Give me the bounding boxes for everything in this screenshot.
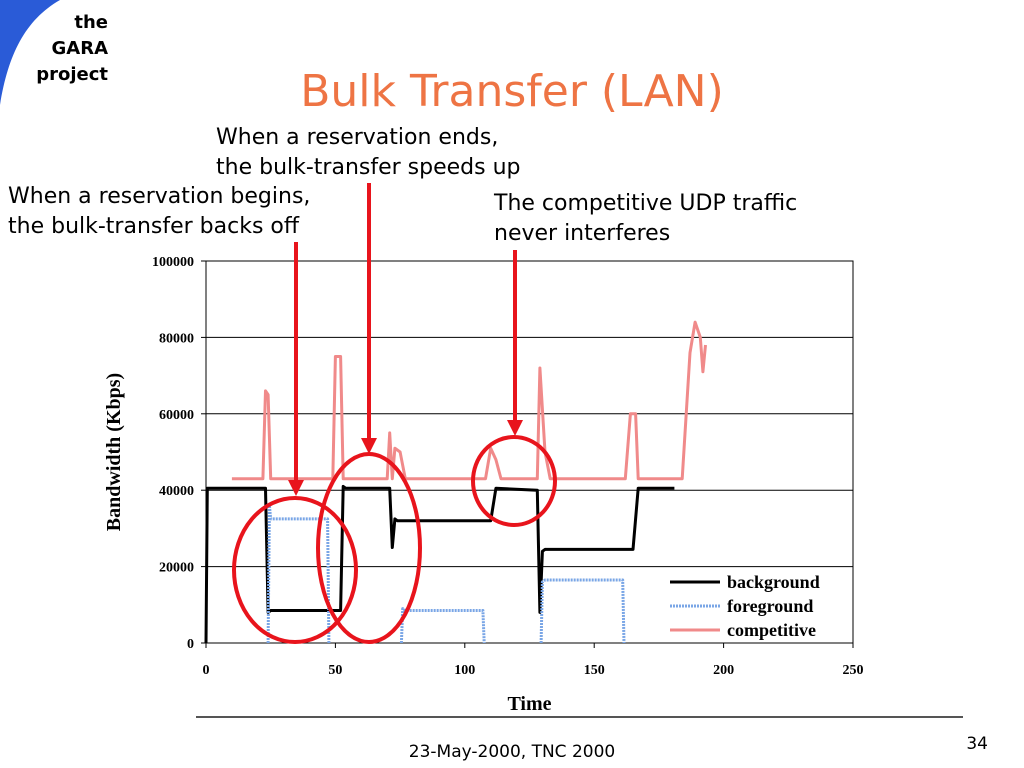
- arrow-head: [288, 480, 304, 496]
- y-tick-label: 40000: [159, 484, 194, 499]
- y-tick-label: 100000: [152, 255, 194, 270]
- annotation: When a reservation begins,: [8, 184, 310, 209]
- annotation: When a reservation ends,: [216, 125, 498, 150]
- annotation: the bulk-transfer speeds up: [216, 155, 521, 180]
- legend-label: foreground: [727, 596, 813, 616]
- logo-swoosh: [0, 0, 60, 105]
- logo: the GARA project: [36, 12, 108, 85]
- x-tick-label: 150: [584, 663, 605, 678]
- x-tick-label: 0: [203, 663, 210, 678]
- y-tick-label: 80000: [159, 331, 194, 346]
- series-line: [231, 320, 707, 481]
- annotation: The competitive UDP traffic: [493, 191, 797, 216]
- annotations: When a reservation ends, the bulk-transf…: [8, 125, 797, 246]
- x-tick-label: 100: [454, 663, 475, 678]
- x-tick-label: 250: [843, 663, 864, 678]
- y-tick-label: 60000: [159, 408, 194, 423]
- series-line: [204, 484, 675, 644]
- highlights: [232, 183, 557, 644]
- slide-title: Bulk Transfer (LAN): [300, 66, 724, 117]
- logo-text: GARA: [52, 38, 109, 59]
- x-tick-label: 200: [713, 663, 734, 678]
- legend-label: background: [727, 572, 820, 592]
- x-tick-label: 50: [328, 663, 342, 678]
- logo-text: project: [36, 64, 108, 85]
- x-axis-title: Time: [507, 693, 551, 715]
- circle: [316, 452, 422, 644]
- arrow-head: [507, 420, 523, 436]
- legend-label: competitive: [727, 620, 816, 640]
- arrow-head: [361, 438, 377, 454]
- annotation: never interferes: [494, 221, 670, 246]
- annotation: the bulk-transfer backs off: [8, 214, 300, 239]
- y-tick-label: 20000: [159, 561, 194, 576]
- circle: [232, 496, 358, 644]
- y-tick-label: 0: [187, 637, 194, 652]
- y-axis-title: Bandwidth (Kbps): [103, 373, 125, 531]
- plot: 0 20000 40000 60000 80000 100000 0 50 100 150 200 2…: [103, 255, 864, 715]
- logo-text: the: [74, 12, 108, 33]
- page-number: 34: [966, 734, 988, 754]
- circle: [471, 435, 557, 527]
- footer: 23-May-2000, TNC 2000: [409, 742, 615, 762]
